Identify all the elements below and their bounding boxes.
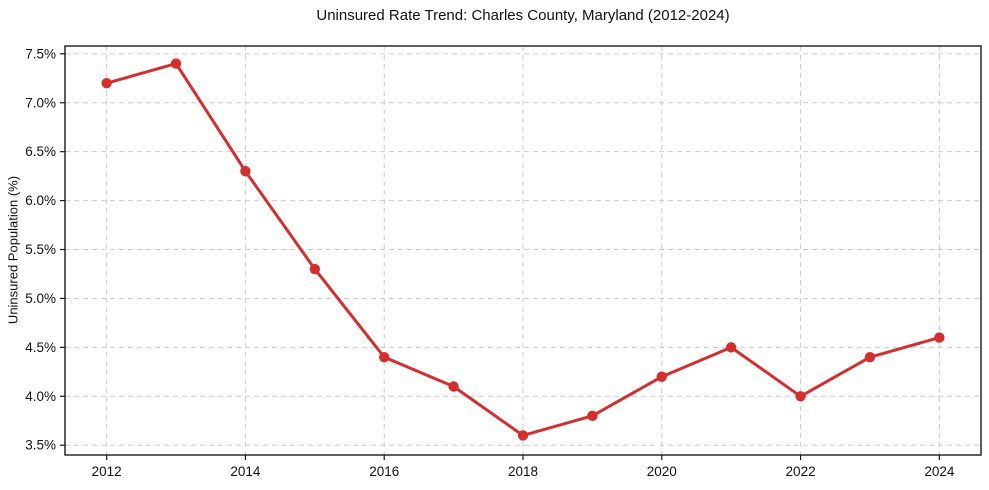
y-tick-label: 6.0%: [25, 193, 56, 208]
y-tick-label: 5.0%: [25, 291, 56, 306]
data-point-marker: [587, 410, 598, 422]
y-tick-label: 3.5%: [25, 438, 56, 453]
chart-title: Uninsured Rate Trend: Charles County, Ma…: [316, 7, 730, 24]
data-point-marker: [379, 351, 390, 363]
x-tick-label: 2016: [369, 464, 399, 479]
y-tick-label: 6.5%: [25, 144, 56, 159]
y-tick-label: 7.0%: [25, 95, 56, 110]
x-tick-label: 2014: [230, 464, 261, 479]
x-tick-label: 2022: [786, 464, 816, 479]
data-point-marker: [656, 371, 667, 382]
data-point-marker: [795, 391, 806, 402]
data-point-marker: [170, 58, 182, 69]
y-tick-label: 5.5%: [25, 242, 56, 257]
data-point-marker: [240, 166, 251, 177]
y-tick-label: 4.0%: [25, 389, 56, 404]
x-tick-label: 2012: [92, 464, 122, 479]
x-tick-label: 2020: [647, 464, 677, 479]
x-tick-label: 2018: [508, 464, 538, 479]
y-tick-label: 4.5%: [25, 340, 56, 355]
y-tick-label: 7.5%: [25, 46, 56, 61]
data-point-marker: [101, 77, 112, 89]
data-point-marker: [448, 381, 459, 392]
data-point-marker: [864, 351, 876, 363]
x-tick-label: 2024: [924, 464, 955, 479]
plot-border: [64, 45, 982, 456]
data-point-marker: [309, 263, 321, 275]
data-point-marker: [725, 342, 737, 353]
data-point-marker: [934, 332, 945, 343]
data-point-marker: [517, 430, 529, 441]
